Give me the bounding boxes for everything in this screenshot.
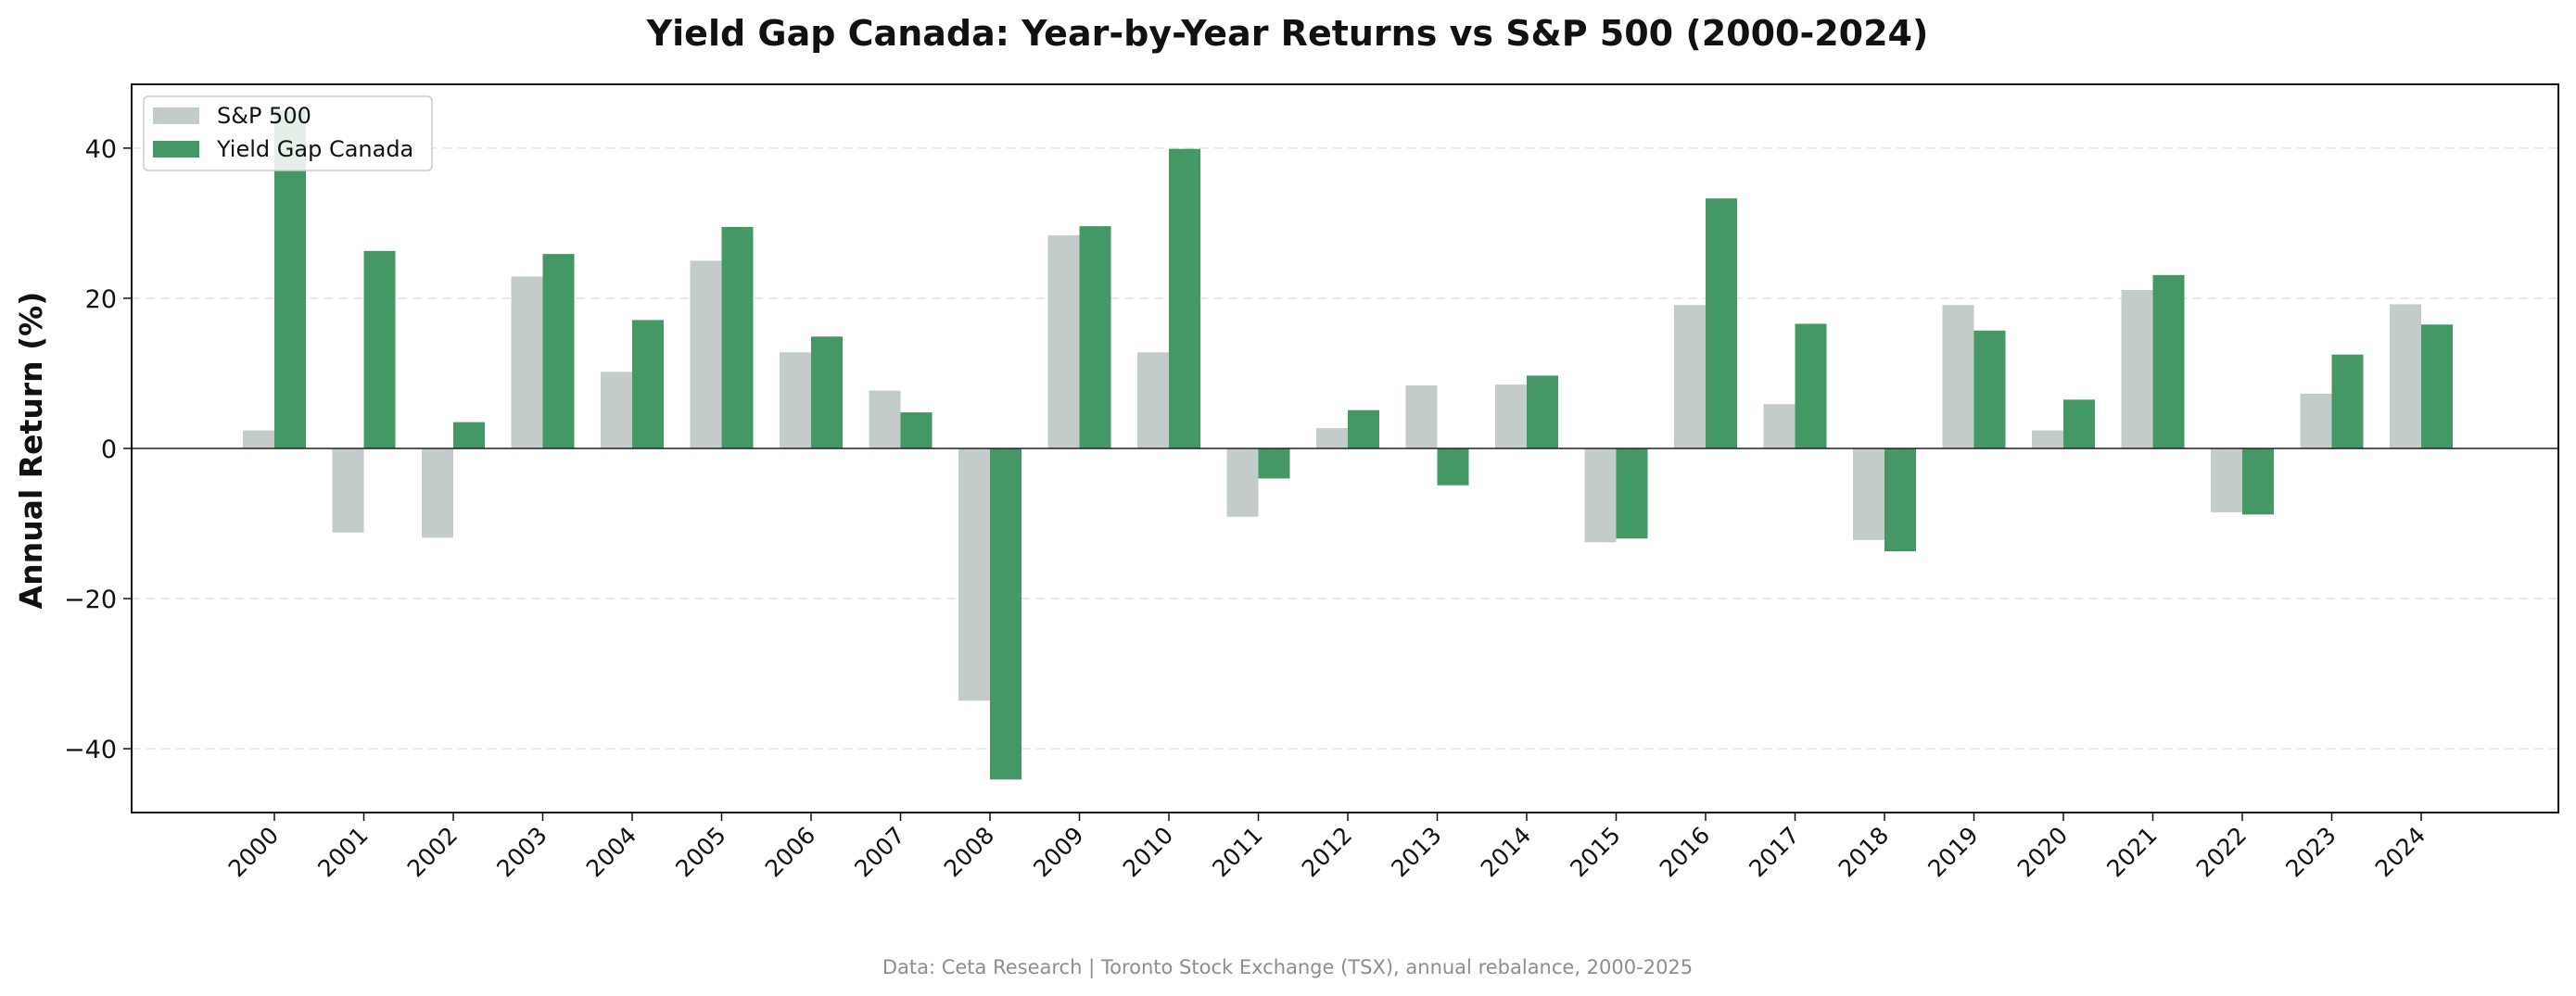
x-tick-label: 2013	[1386, 822, 1446, 882]
bar-yield-gap-canada-2004	[632, 320, 664, 448]
x-tick-label: 2002	[402, 822, 463, 882]
bar-sp500-2007	[869, 390, 901, 448]
bar-sp500-2021	[2121, 290, 2153, 448]
bar-yield-gap-canada-2009	[1079, 226, 1111, 448]
legend-swatch-yield-gap-canada	[153, 141, 199, 158]
x-tick-label: 2001	[312, 822, 373, 882]
bar-sp500-2018	[1853, 448, 1884, 540]
x-axis-ticks: 2000 2001 2002 2003 2004 2005 2006 2007 2008 2009…	[223, 813, 2430, 882]
x-tick-label: 2011	[1207, 822, 1267, 882]
bar-sp500-2010	[1137, 352, 1169, 448]
bar-yield-gap-canada-2024	[2421, 324, 2453, 448]
bar-yield-gap-canada-2013	[1437, 448, 1469, 485]
x-tick-label: 2014	[1476, 822, 1536, 882]
x-tick-label: 2023	[2280, 822, 2341, 882]
x-tick-label: 2005	[670, 822, 730, 882]
x-tick-label: 2010	[1118, 822, 1178, 882]
bar-sp500-2019	[1942, 305, 1974, 448]
bar-yield-gap-canada-2001	[363, 250, 396, 448]
bar-sp500-2016	[1674, 305, 1706, 448]
x-tick-label: 2015	[1565, 822, 1625, 882]
bar-yield-gap-canada-2012	[1348, 410, 1379, 448]
x-tick-label: 2004	[581, 822, 641, 882]
x-tick-label: 2016	[1655, 822, 1715, 882]
bar-yield-gap-canada-2006	[811, 336, 843, 448]
y-tick-label: −40	[64, 736, 117, 764]
y-tick-label: 0	[101, 435, 117, 464]
legend: S&P 500 Yield Gap Canada	[143, 95, 433, 171]
bar-sp500-2017	[1763, 404, 1796, 448]
bar-yield-gap-canada-2019	[1973, 330, 2006, 448]
bar-yield-gap-canada-2020	[2063, 399, 2095, 448]
bar-yield-gap-canada-2005	[721, 226, 754, 448]
bar-sp500-2002	[422, 448, 453, 538]
x-tick-label: 2003	[491, 822, 552, 882]
bar-yield-gap-canada-2011	[1258, 448, 1290, 479]
x-tick-label: 2000	[223, 822, 284, 882]
x-tick-label: 2006	[760, 822, 820, 882]
x-tick-label: 2024	[2370, 822, 2430, 882]
legend-swatch-sp500	[153, 107, 199, 124]
bar-yield-gap-canada-2018	[1884, 448, 1916, 552]
bar-sp500-2023	[2300, 393, 2332, 448]
y-axis-ticks: −40 −20 0 20 40	[64, 135, 132, 764]
bar-sp500-2012	[1316, 428, 1348, 448]
bar-sp500-2009	[1047, 234, 1080, 448]
chart-title: Yield Gap Canada: Year-by-Year Returns v…	[646, 13, 1929, 54]
bar-yield-gap-canada-2016	[1706, 198, 1737, 449]
x-tick-label: 2022	[2191, 822, 2252, 882]
bar-yield-gap-canada-2014	[1527, 375, 1558, 448]
y-tick-label: 40	[85, 135, 117, 164]
bar-sp500-2013	[1405, 385, 1438, 448]
bar-sp500-2006	[780, 352, 811, 448]
bars	[243, 110, 2453, 780]
y-axis-label: Annual Return (%)	[13, 292, 49, 610]
bar-sp500-2001	[332, 448, 364, 533]
bar-sp500-2014	[1495, 385, 1527, 448]
y-tick-label: −20	[64, 586, 117, 614]
x-tick-label: 2019	[1922, 822, 1983, 882]
bar-yield-gap-canada-2002	[453, 422, 485, 448]
bar-yield-gap-canada-2022	[2242, 448, 2274, 515]
bar-yield-gap-canada-2003	[542, 254, 575, 448]
legend-box	[143, 95, 433, 171]
bar-sp500-2024	[2390, 304, 2421, 448]
bar-sp500-2005	[690, 260, 722, 448]
footer-source: Data: Ceta Research | Toronto Stock Exch…	[882, 956, 1693, 979]
bar-sp500-2008	[958, 448, 990, 701]
x-tick-label: 2012	[1297, 822, 1357, 882]
legend-label-yield-gap-canada: Yield Gap Canada	[216, 136, 413, 162]
legend-label-sp500: S&P 500	[217, 103, 311, 129]
bar-yield-gap-canada-2023	[2331, 354, 2364, 448]
bar-sp500-2011	[1226, 448, 1259, 517]
x-tick-label: 2007	[849, 822, 909, 882]
bar-sp500-2003	[511, 276, 543, 448]
bar-yield-gap-canada-2010	[1169, 148, 1200, 449]
x-tick-label: 2008	[939, 822, 999, 882]
bar-yield-gap-canada-2007	[900, 412, 933, 448]
x-tick-label: 2018	[1834, 822, 1894, 882]
x-tick-label: 2020	[2012, 822, 2073, 882]
bar-sp500-2020	[2032, 430, 2063, 448]
bar-sp500-2004	[601, 372, 632, 448]
x-tick-label: 2021	[2101, 822, 2162, 882]
bar-sp500-2022	[2211, 448, 2242, 512]
bar-yield-gap-canada-2017	[1795, 323, 1827, 448]
bar-yield-gap-canada-2008	[990, 448, 1022, 780]
x-tick-label: 2009	[1028, 822, 1088, 882]
bar-sp500-2015	[1584, 448, 1617, 543]
bar-yield-gap-canada-2015	[1616, 448, 1648, 539]
x-tick-label: 2017	[1744, 822, 1804, 882]
bar-yield-gap-canada-2021	[2152, 274, 2185, 448]
y-tick-label: 20	[85, 285, 117, 314]
bar-sp500-2000	[243, 430, 274, 448]
